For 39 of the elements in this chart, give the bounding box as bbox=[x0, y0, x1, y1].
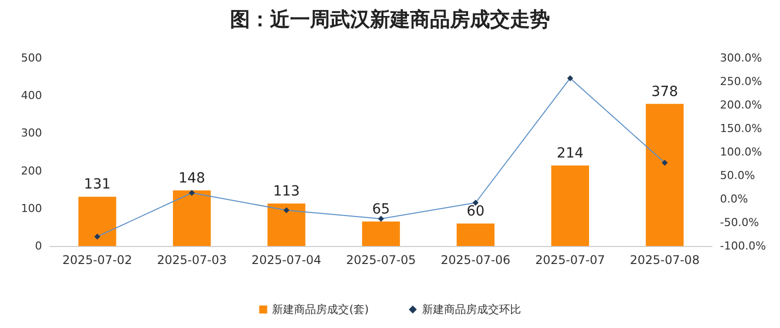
x-tick-label: 2025-07-03 bbox=[156, 253, 227, 267]
x-tick-label: 2025-07-02 bbox=[62, 253, 132, 267]
data-label: 131 bbox=[84, 176, 111, 193]
data-label: 378 bbox=[651, 84, 678, 100]
bar bbox=[456, 223, 494, 246]
y2-tick-label: 200.0% bbox=[720, 98, 762, 112]
x-tick-label: 2025-07-08 bbox=[630, 253, 700, 267]
bar bbox=[551, 166, 590, 246]
data-label: 113 bbox=[273, 184, 300, 200]
chart-title: 图：近一周武汉新建商品房成交走势 bbox=[230, 7, 550, 31]
y2-tick-label: 100.0% bbox=[720, 146, 762, 158]
y-tick-label: 200 bbox=[21, 164, 42, 178]
y-tick-label: 500 bbox=[21, 52, 42, 64]
y2-tick-label: 150.0% bbox=[720, 122, 762, 135]
y-tick-label: 300 bbox=[21, 126, 42, 140]
y2-tick-label: -100.0% bbox=[720, 240, 766, 252]
y2-tick-label: 50.0% bbox=[720, 169, 755, 182]
bar bbox=[172, 190, 211, 246]
bar bbox=[78, 196, 116, 246]
y2-tick-label: 250.0% bbox=[720, 75, 762, 88]
y2-tick-label: 300.0% bbox=[720, 52, 762, 64]
y2-tick-label: -50.0% bbox=[720, 216, 759, 229]
bar bbox=[268, 204, 306, 246]
data-label: 65 bbox=[372, 202, 390, 218]
data-label: 214 bbox=[556, 146, 584, 162]
y-tick-label: 100 bbox=[21, 202, 42, 215]
legend-label: 新建商品房成交环比 bbox=[422, 303, 521, 316]
data-label: 60 bbox=[466, 203, 484, 220]
x-tick-label: 2025-07-05 bbox=[346, 253, 416, 267]
data-label: 148 bbox=[178, 170, 206, 186]
y-tick-label: 400 bbox=[21, 89, 42, 102]
y2-tick-label: 0.0% bbox=[720, 192, 748, 206]
bar bbox=[362, 222, 400, 246]
bar bbox=[646, 104, 684, 246]
y-tick-label: 0 bbox=[35, 240, 42, 252]
legend-label: 新建商品房成交(套) bbox=[272, 303, 369, 316]
x-tick-label: 2025-07-07 bbox=[535, 253, 606, 267]
x-tick-label: 2025-07-04 bbox=[252, 253, 322, 267]
x-tick-label: 2025-07-06 bbox=[440, 253, 510, 267]
